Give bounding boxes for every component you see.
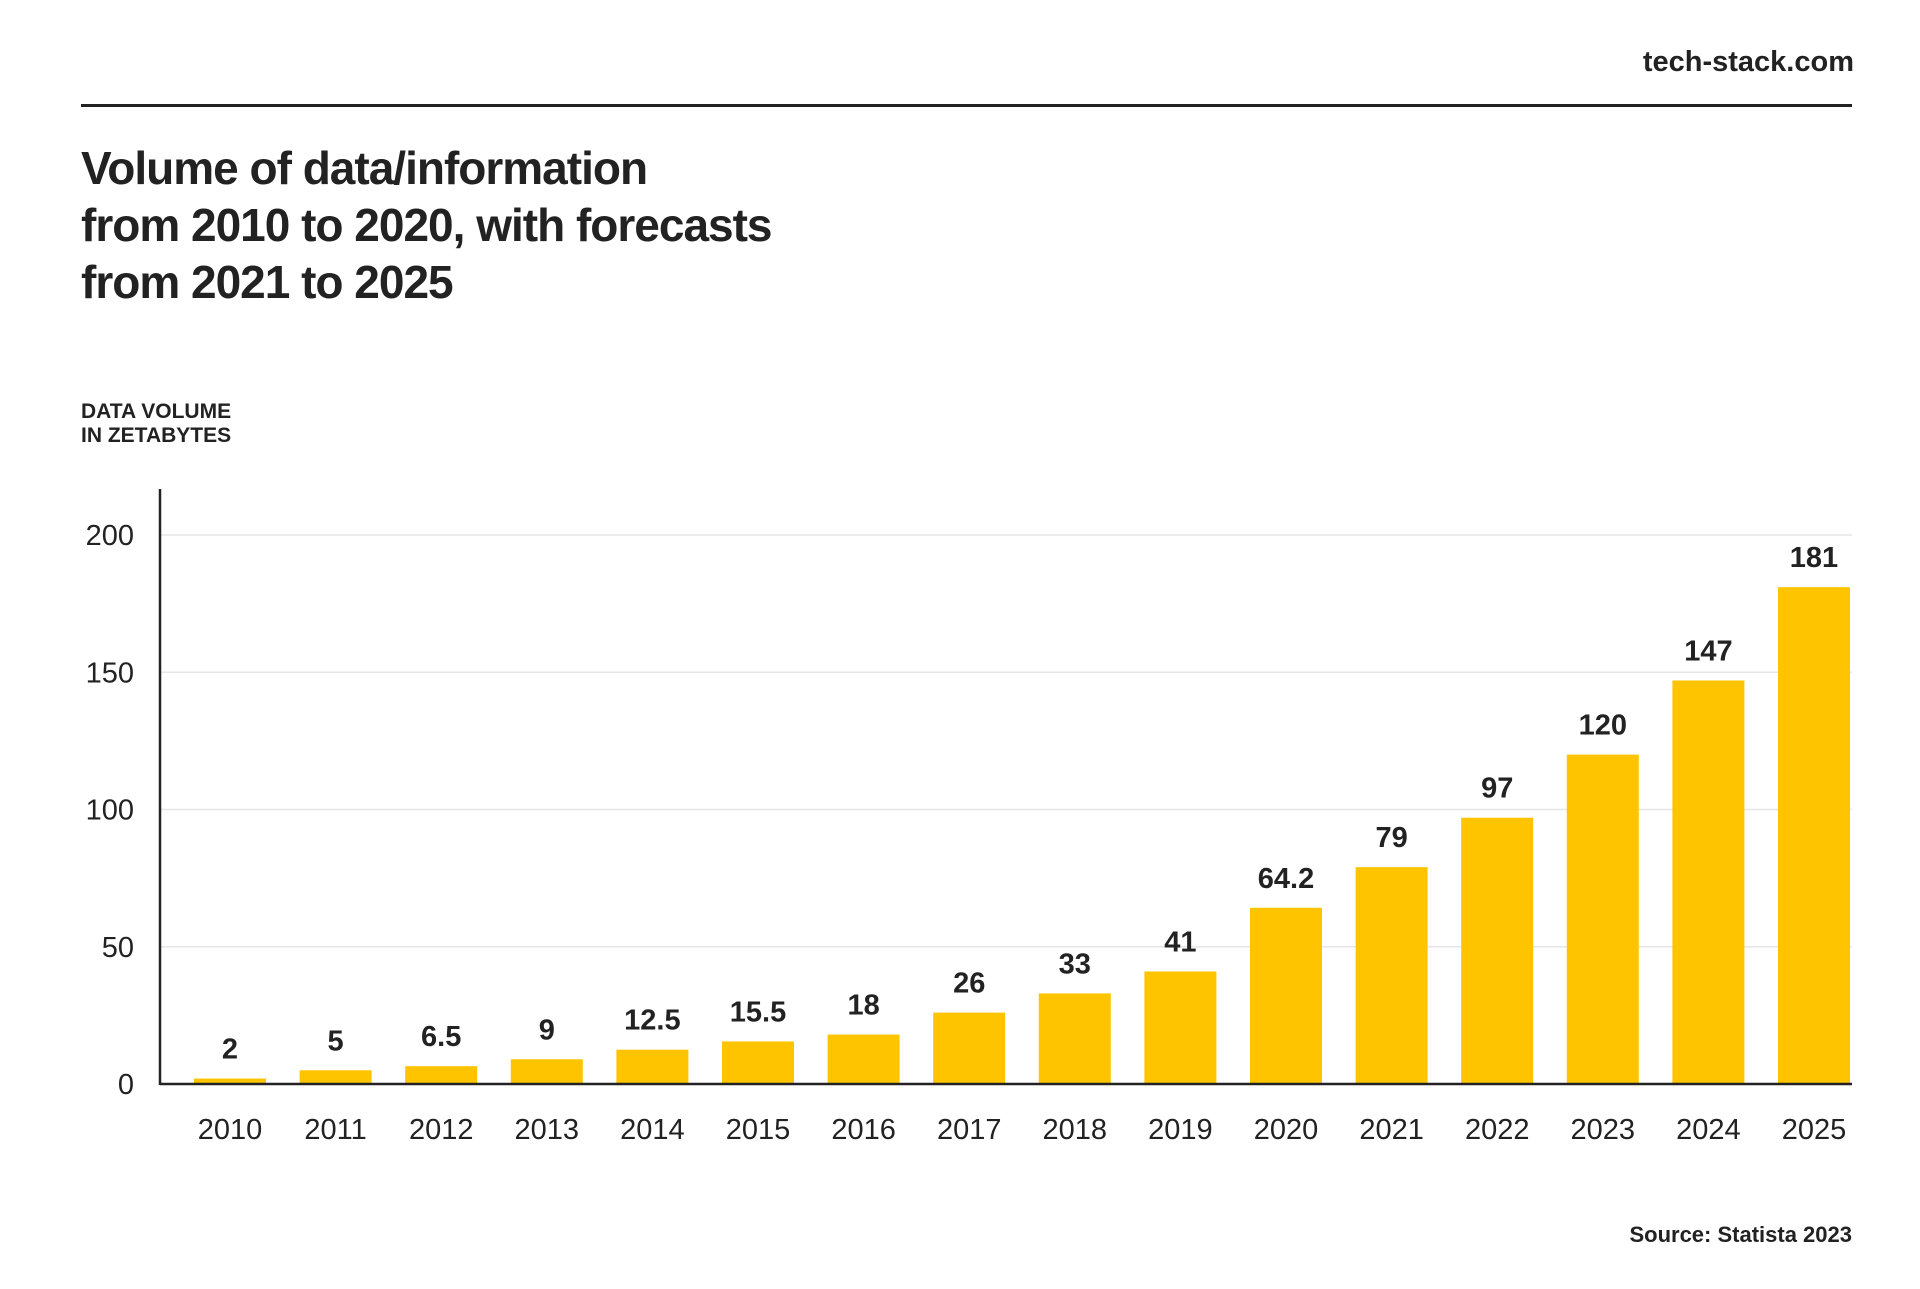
axis-layer: 0 50 100 150 200 (86, 489, 1852, 1101)
x-tick-label-2016: 2016 (831, 1114, 896, 1146)
y-axis-label-line-2: IN ZETABYTES (81, 424, 232, 447)
x-tick-label-2013: 2013 (515, 1114, 580, 1146)
data-label-2020: 64.2 (1258, 863, 1314, 895)
data-label-2012: 6.5 (421, 1021, 461, 1053)
bar-2013 (510, 1059, 583, 1084)
y-axis-label: DATA VOLUME IN ZETABYTES (81, 400, 231, 448)
chart-title-line-3: from 2021 to 2025 (81, 256, 454, 308)
data-label-2021: 79 (1375, 822, 1407, 854)
bar-2022 (1461, 817, 1534, 1084)
x-tick-label-2014: 2014 (620, 1114, 685, 1146)
x-tick-label-2011: 2011 (304, 1114, 366, 1146)
label-layer: 2 2010 5 2011 6.5 2012 9 2013 12.5 2014 15.5 2015 18… (198, 542, 1847, 1146)
bar-2014 (616, 1049, 689, 1084)
y-tick-label: 200 (86, 520, 134, 552)
header-divider (81, 104, 1852, 107)
bar-2019 (1144, 971, 1217, 1084)
brand-name: tech-stack.com (1642, 46, 1854, 78)
x-tick-label-2010: 2010 (198, 1114, 263, 1146)
x-tick-label-2023: 2023 (1571, 1114, 1636, 1146)
bar-2020 (1250, 907, 1322, 1084)
x-tick-label-2017: 2017 (937, 1114, 1002, 1146)
bar-2018 (1038, 993, 1111, 1084)
bar-2025 (1778, 587, 1850, 1084)
data-label-2025: 181 (1790, 542, 1838, 574)
bar-2010 (194, 1078, 266, 1084)
data-label-2016: 18 (847, 990, 879, 1022)
data-label-2024: 147 (1684, 635, 1732, 667)
data-label-2015: 15.5 (730, 996, 786, 1028)
bar-layer (194, 587, 1850, 1084)
data-label-2022: 97 (1481, 773, 1513, 805)
data-label-2014: 12.5 (624, 1005, 680, 1037)
x-tick-label-2021: 2021 (1359, 1114, 1424, 1146)
y-tick-label: 100 (86, 795, 134, 827)
y-axis-label-line-1: DATA VOLUME (81, 400, 232, 423)
data-label-2023: 120 (1579, 710, 1627, 742)
data-label-2018: 33 (1059, 948, 1091, 980)
bar-2016 (827, 1034, 900, 1084)
chart-title-line-1: Volume of data/information (81, 142, 648, 194)
chart-title-line-2: from 2010 to 2020, with forecasts (81, 199, 773, 251)
y-tick-label: 150 (86, 657, 134, 689)
data-label-2017: 26 (953, 968, 985, 1000)
bar-2012 (405, 1066, 478, 1084)
data-label-2010: 2 (222, 1034, 238, 1066)
bar-2015 (722, 1041, 794, 1084)
data-label-2019: 41 (1164, 926, 1196, 958)
x-tick-label-2024: 2024 (1676, 1114, 1741, 1146)
x-tick-label-2012: 2012 (409, 1114, 474, 1146)
x-tick-label-2025: 2025 (1782, 1114, 1847, 1146)
x-tick-label-2020: 2020 (1254, 1114, 1319, 1146)
source-note: Source: Statista 2023 (1629, 1222, 1852, 1247)
bar-2024 (1672, 680, 1745, 1084)
bar-2023 (1566, 754, 1639, 1084)
y-tick-label: 0 (118, 1069, 134, 1101)
data-label-2013: 9 (539, 1014, 555, 1046)
x-tick-label-2019: 2019 (1148, 1114, 1213, 1146)
y-tick-label: 50 (102, 932, 134, 964)
x-tick-label-2022: 2022 (1465, 1114, 1530, 1146)
x-tick-label-2018: 2018 (1043, 1114, 1108, 1146)
bar-2017 (933, 1012, 1006, 1084)
chart-title: Volume of data/information from 2010 to … (81, 140, 981, 311)
x-tick-label-2015: 2015 (726, 1114, 791, 1146)
bar-2011 (299, 1070, 372, 1084)
bar-2021 (1355, 867, 1428, 1084)
data-label-2011: 5 (328, 1025, 344, 1057)
